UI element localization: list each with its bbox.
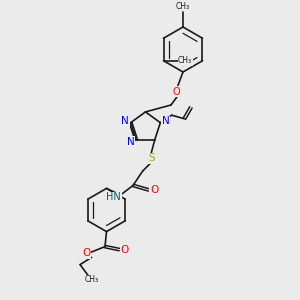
Text: CH₃: CH₃ (178, 56, 192, 65)
Text: CH₃: CH₃ (84, 275, 99, 284)
Text: O: O (172, 86, 180, 97)
Text: O: O (150, 185, 158, 195)
Text: N: N (162, 116, 169, 126)
Text: HN: HN (106, 192, 121, 203)
Text: S: S (148, 153, 155, 163)
Text: N: N (127, 136, 135, 147)
Text: O: O (82, 248, 91, 259)
Text: O: O (120, 244, 129, 255)
Text: N: N (122, 116, 129, 126)
Text: CH₃: CH₃ (176, 2, 190, 11)
